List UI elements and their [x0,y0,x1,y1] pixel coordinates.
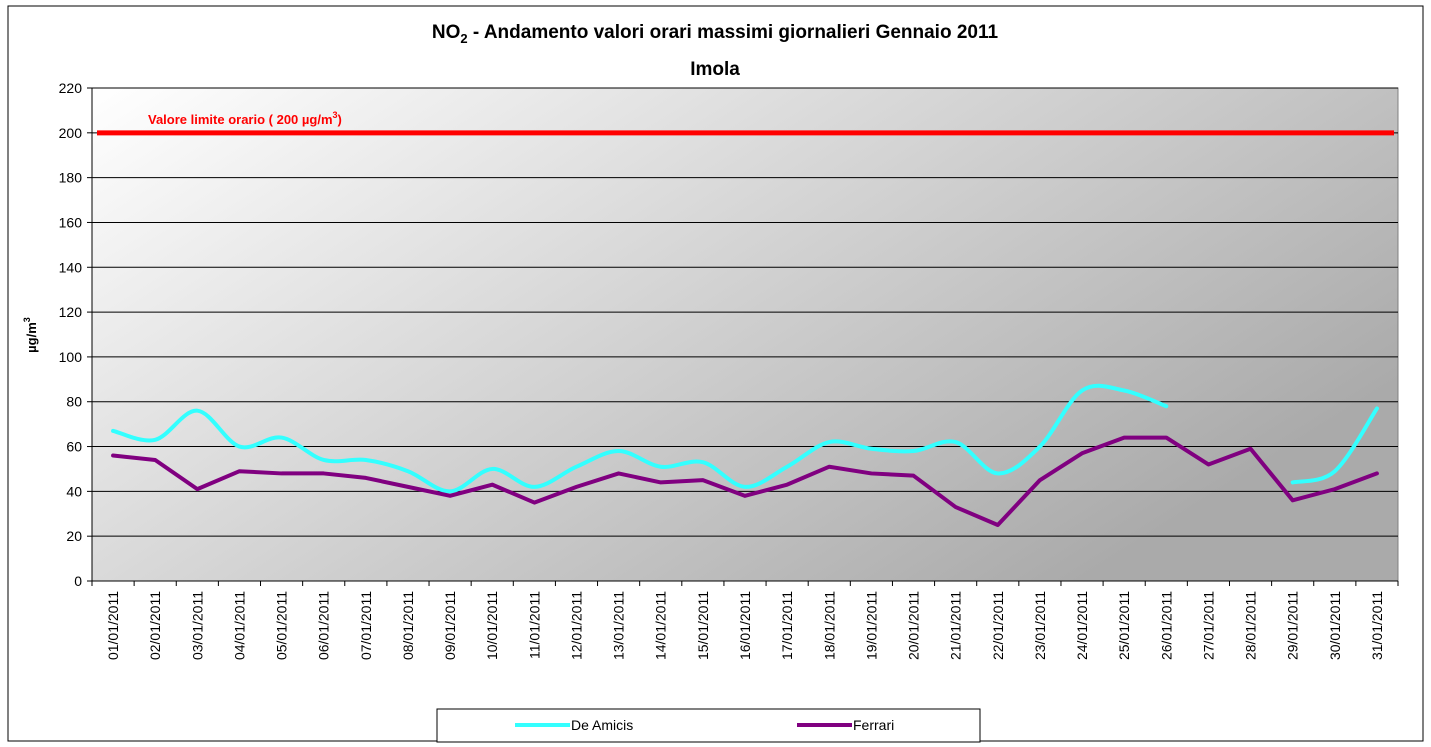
title-part: - Andamento valori orari massimi giornal… [468,22,999,43]
y-tick-label: 200 [59,125,83,141]
x-tick-label: 11/01/2011 [526,591,542,659]
y-tick-label: 40 [66,483,82,499]
x-tick-label: 26/01/2011 [1158,591,1174,660]
y-tick-label: 100 [59,349,83,365]
x-tick-label: 08/01/2011 [400,591,416,660]
y-tick-label: 220 [59,80,83,96]
x-tick-label: 23/01/2011 [1032,591,1048,660]
y-label-part: µg/m [24,322,39,353]
y-tick-label: 0 [74,573,82,589]
x-tick-label: 20/01/2011 [906,591,922,660]
x-tick-label: 13/01/2011 [611,591,627,660]
y-tick-label: 160 [59,214,83,230]
title-part: NO [432,22,461,43]
limit-label-superscript: 3 [333,110,338,120]
y-label-superscript: 3 [22,317,32,322]
plot-area [91,87,1399,582]
series-line [111,383,1379,494]
x-tick-label: 12/01/2011 [568,591,584,660]
limit-label-part: ) [338,112,342,127]
y-tick-label: 120 [59,304,83,320]
y-tick-label: 80 [66,394,82,410]
x-tick-label: 19/01/2011 [863,591,879,660]
x-tick-label: 21/01/2011 [948,591,964,660]
legend-label: Ferrari [853,717,894,733]
limit-label: Valore limite orario ( 200 µg/m3) [148,110,342,127]
legend-label: De Amicis [571,717,633,733]
x-tick-label: 24/01/2011 [1074,591,1090,660]
series-line [111,435,1379,527]
x-tick-label: 29/01/2011 [1285,591,1301,660]
x-tick-label: 02/01/2011 [147,591,163,660]
x-tick-label: 06/01/2011 [316,591,332,660]
y-tick-label: 180 [59,170,83,186]
y-tick-label: 60 [66,439,82,455]
x-tick-label: 07/01/2011 [358,591,374,660]
chart-title: NO2 - Andamento valori orari massimi gio… [432,22,999,46]
title-subscript: 2 [460,31,467,46]
x-tick-label: 01/01/2011 [105,591,121,660]
x-tick-label: 16/01/2011 [737,591,753,660]
x-tick-label: 04/01/2011 [231,591,247,660]
x-tick-label: 22/01/2011 [990,591,1006,660]
x-tick-label: 03/01/2011 [189,591,205,660]
x-tick-label: 05/01/2011 [274,591,290,660]
x-tick-label: 25/01/2011 [1116,591,1132,660]
x-tick-label: 28/01/2011 [1243,591,1259,660]
x-tick-label: 10/01/2011 [484,591,500,660]
chart-subtitle: Imola [690,59,740,80]
x-tick-label: 17/01/2011 [779,591,795,660]
x-tick-label: 14/01/2011 [653,591,669,660]
x-tick-label: 31/01/2011 [1369,591,1385,660]
x-tick-label: 30/01/2011 [1327,591,1343,660]
y-axis-label: µg/m3 [22,317,39,353]
y-tick-label: 20 [66,528,82,544]
x-tick-label: 09/01/2011 [442,591,458,660]
y-tick-label: 140 [59,259,83,275]
limit-label-part: Valore limite orario ( 200 µg/m [148,112,333,127]
x-tick-label: 15/01/2011 [695,591,711,660]
x-tick-label: 18/01/2011 [821,591,837,660]
x-tick-label: 27/01/2011 [1200,591,1216,660]
